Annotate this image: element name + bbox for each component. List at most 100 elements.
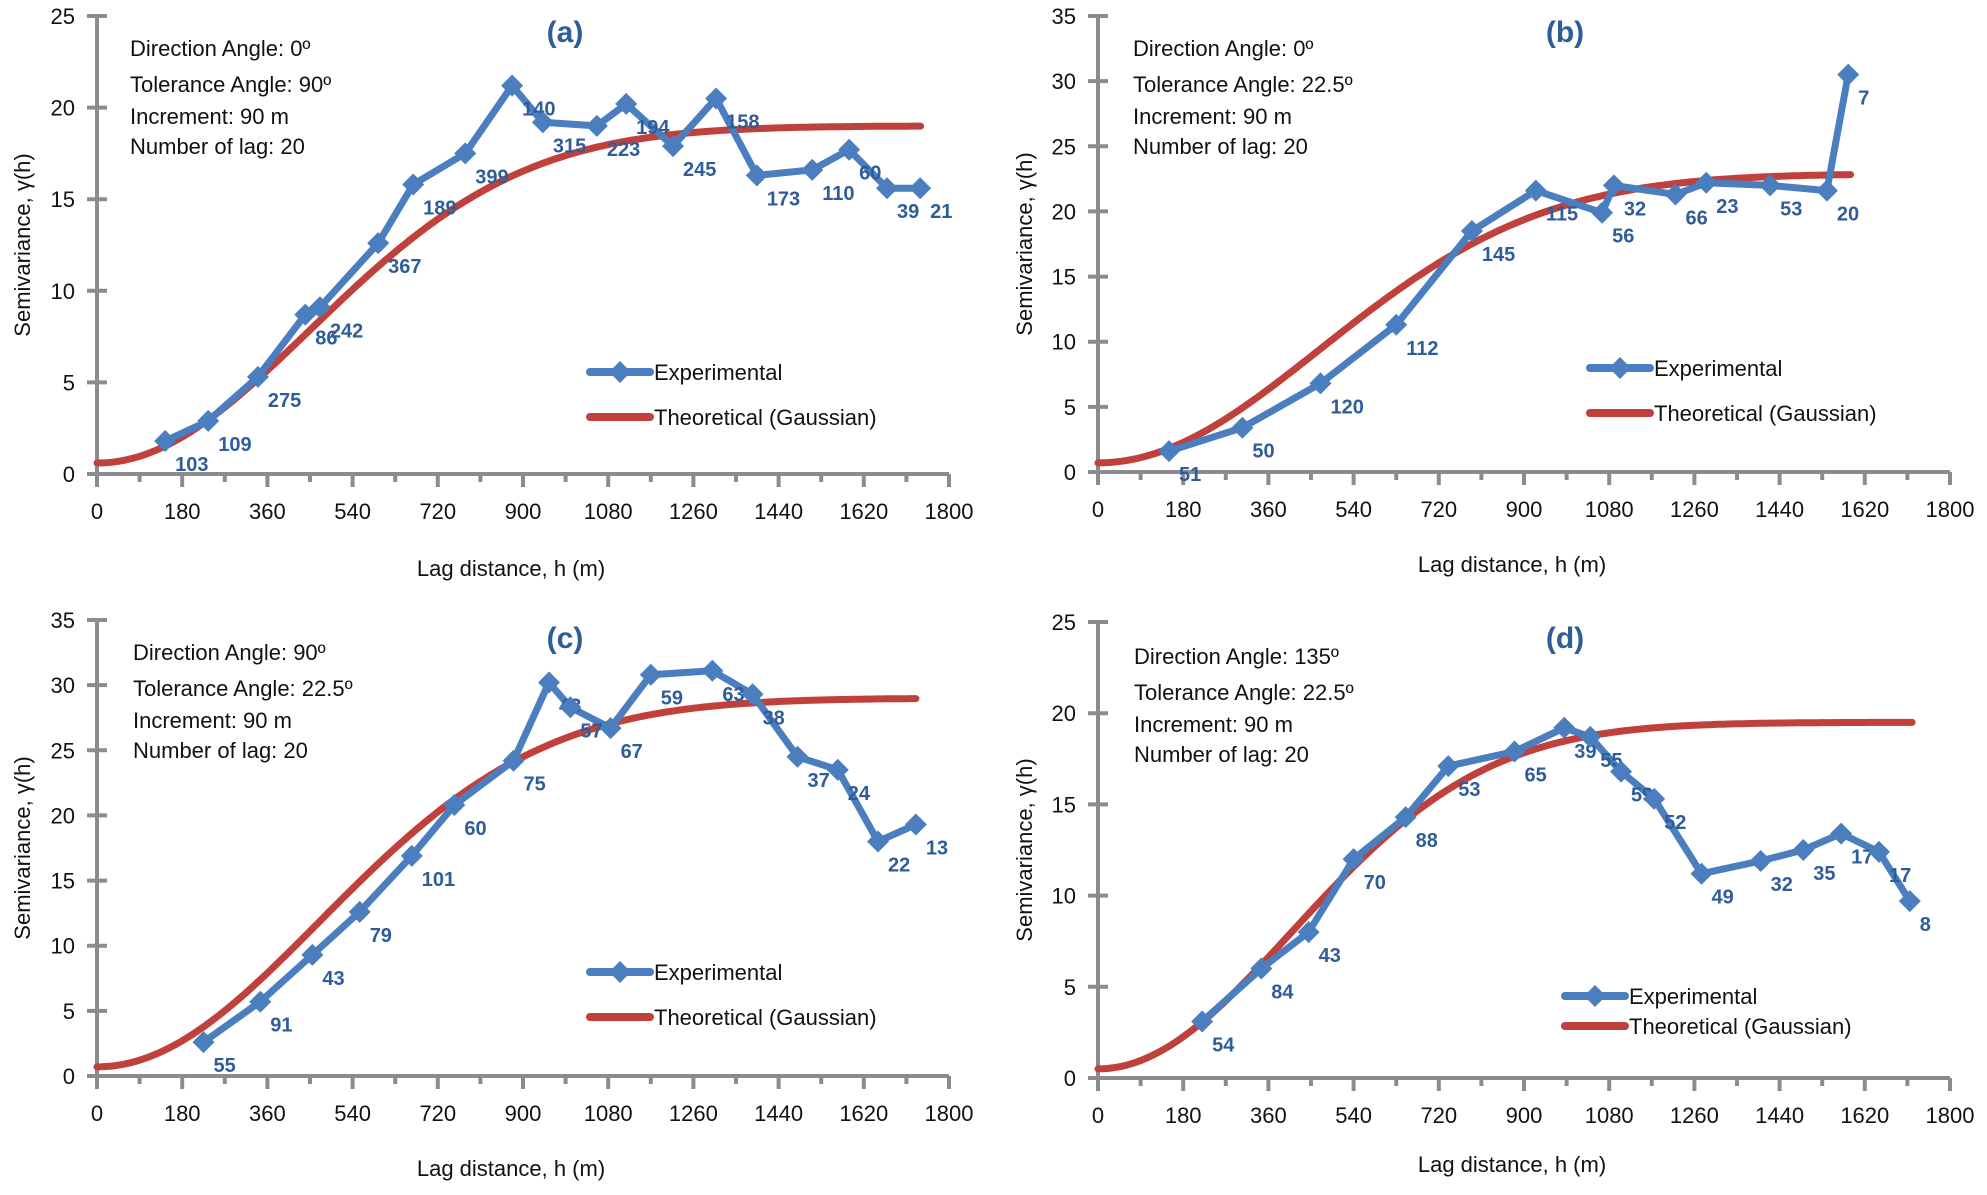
experimental-point [1602, 174, 1625, 197]
y-axis-title: Semivariance, γ(h) [10, 153, 35, 336]
x-tick-label: 540 [1335, 1103, 1372, 1128]
experimental-point [1158, 440, 1180, 463]
data-label: 23 [1716, 196, 1738, 218]
legend-experimental-label: Experimental [654, 960, 782, 985]
x-tick-label: 0 [1092, 1103, 1104, 1128]
x-tick-label: 1440 [1755, 497, 1804, 522]
x-tick-label: 720 [419, 499, 456, 524]
experimental-point [249, 990, 272, 1013]
data-label: 101 [422, 869, 455, 891]
experimental-point [1695, 171, 1718, 194]
experimental-point [400, 844, 423, 867]
data-label: 54 [1212, 1034, 1235, 1056]
data-label: 60 [464, 818, 486, 840]
legend-experimental-marker [1584, 985, 1606, 1007]
y-tick-label: 5 [1064, 975, 1076, 1000]
info-line: Number of lag: 20 [1133, 134, 1308, 159]
x-tick-label: 720 [419, 1101, 456, 1126]
y-tick-label: 0 [1064, 1066, 1076, 1091]
y-tick-label: 35 [51, 608, 75, 633]
experimental-point [348, 900, 371, 923]
info-line: Direction Angle: 135º [1134, 644, 1339, 669]
data-label: 17 [1851, 847, 1873, 869]
legend-experimental-label: Experimental [1629, 984, 1757, 1009]
x-tick-label: 1800 [925, 499, 974, 524]
y-tick-label: 25 [51, 4, 75, 29]
legend-theoretical-label: Theoretical (Gaussian) [654, 1005, 877, 1030]
info-line: Increment: 90 m [1133, 104, 1292, 129]
legend: Experimental Theoretical (Gaussian) [586, 360, 877, 430]
y-tick-label: 15 [51, 187, 75, 212]
y-tick-label: 5 [63, 999, 75, 1024]
experimental-point [192, 1031, 215, 1054]
y-tick-label: 10 [51, 934, 75, 959]
info-line: Increment: 90 m [133, 708, 292, 733]
data-label: 110 [822, 183, 854, 205]
chart-panel-c: 0 5 10 15 20 25 30 35 0 180 360 540 720 900 1080 1260 14… [10, 608, 973, 1181]
data-label: 399 [475, 166, 508, 188]
x-tick-label: 1260 [669, 499, 718, 524]
y-tick-label: 30 [1052, 69, 1076, 94]
data-label: 20 [1837, 204, 1859, 226]
x-axis-title: Lag distance, h (m) [417, 1156, 605, 1181]
data-label: 60 [859, 163, 881, 185]
x-axis-title: Lag distance, h (m) [1418, 1152, 1606, 1177]
y-tick-label: 30 [51, 673, 75, 698]
experimental-point [1191, 1010, 1214, 1033]
data-label: 194 [636, 117, 670, 139]
x-tick-label: 1620 [1840, 1103, 1889, 1128]
data-label: 120 [1330, 396, 1363, 418]
data-label: 84 [1271, 982, 1294, 1004]
data-label: 86 [315, 328, 337, 350]
y-tick-label: 25 [1052, 610, 1076, 635]
y-tick-label: 25 [51, 738, 75, 763]
x-tick-label: 540 [334, 1101, 371, 1126]
legend-experimental-marker [609, 961, 631, 983]
info-line: Number of lag: 20 [133, 738, 308, 763]
experimental-point [1231, 416, 1254, 439]
x-tick-label: 1080 [1585, 497, 1634, 522]
experimental-point [599, 717, 622, 740]
legend: Experimental Theoretical (Gaussian) [586, 960, 877, 1030]
data-label: 88 [1416, 830, 1438, 852]
data-label: 145 [1482, 244, 1515, 266]
x-tick-label: 1800 [1926, 497, 1975, 522]
x-tick-label: 1080 [584, 499, 633, 524]
experimental-point [1610, 760, 1633, 783]
data-label: 55 [214, 1055, 236, 1077]
data-label: 70 [1364, 872, 1386, 894]
data-label: 8 [1920, 914, 1931, 936]
data-label: 115 [1546, 204, 1578, 226]
y-tick-label: 20 [51, 96, 75, 121]
experimental-point [1898, 890, 1921, 913]
data-label: 17 [1889, 865, 1911, 887]
experimental-point [786, 745, 809, 768]
data-label: 242 [330, 320, 363, 342]
data-label: 32 [1624, 198, 1646, 220]
x-tick-label: 360 [249, 499, 286, 524]
panel-title: (a) [547, 16, 584, 49]
data-label: 223 [607, 139, 640, 161]
info-line: Tolerance Angle: 90º [130, 72, 331, 97]
experimental-point [701, 659, 724, 682]
experimental-point [443, 794, 466, 817]
experimental-point [197, 409, 220, 432]
info-line: Tolerance Angle: 22.5º [133, 676, 353, 701]
data-label: 275 [268, 390, 301, 412]
experimental-point [1759, 174, 1782, 197]
data-label: 103 [175, 454, 208, 476]
data-label: 112 [1406, 338, 1438, 360]
experimental-point [1579, 725, 1602, 748]
y-tick-label: 0 [1064, 460, 1076, 485]
data-label: 63 [722, 684, 744, 706]
data-label: 57 [580, 720, 602, 742]
info-line: Number of lag: 20 [130, 134, 305, 159]
data-label: 75 [524, 774, 546, 796]
experimental-point [838, 138, 861, 161]
x-axis-title: Lag distance, h (m) [417, 556, 605, 581]
experimental-point [294, 303, 317, 326]
x-tick-label: 180 [1165, 497, 1202, 522]
data-label: 367 [388, 256, 421, 278]
x-tick-label: 0 [91, 1101, 103, 1126]
x-tick-label: 900 [505, 1101, 542, 1126]
